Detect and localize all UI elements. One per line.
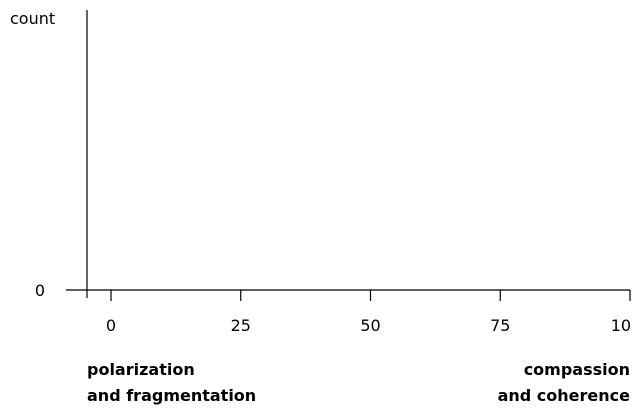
left-end-annotation: polarization and fragmentation: [87, 360, 256, 405]
axes: [66, 10, 630, 298]
left-end-label-line-2: and fragmentation: [87, 386, 256, 405]
x-axis-ticks: 0 25 50 75 100: [106, 290, 632, 335]
y-tick-label: 0: [35, 281, 45, 300]
y-axis-label: count: [10, 9, 55, 28]
right-end-label-line-2: and coherence: [498, 386, 631, 405]
y-axis-ticks: 0: [35, 281, 45, 300]
x-tick-label: 100: [611, 316, 632, 335]
right-end-annotation: compassion and coherence: [498, 360, 631, 405]
x-tick-label: 0: [106, 316, 116, 335]
x-tick-label: 75: [490, 316, 510, 335]
x-tick-label: 25: [231, 316, 251, 335]
right-end-label-line-1: compassion: [524, 360, 630, 379]
left-end-label-line-1: polarization: [87, 360, 195, 379]
x-tick-label: 50: [360, 316, 380, 335]
